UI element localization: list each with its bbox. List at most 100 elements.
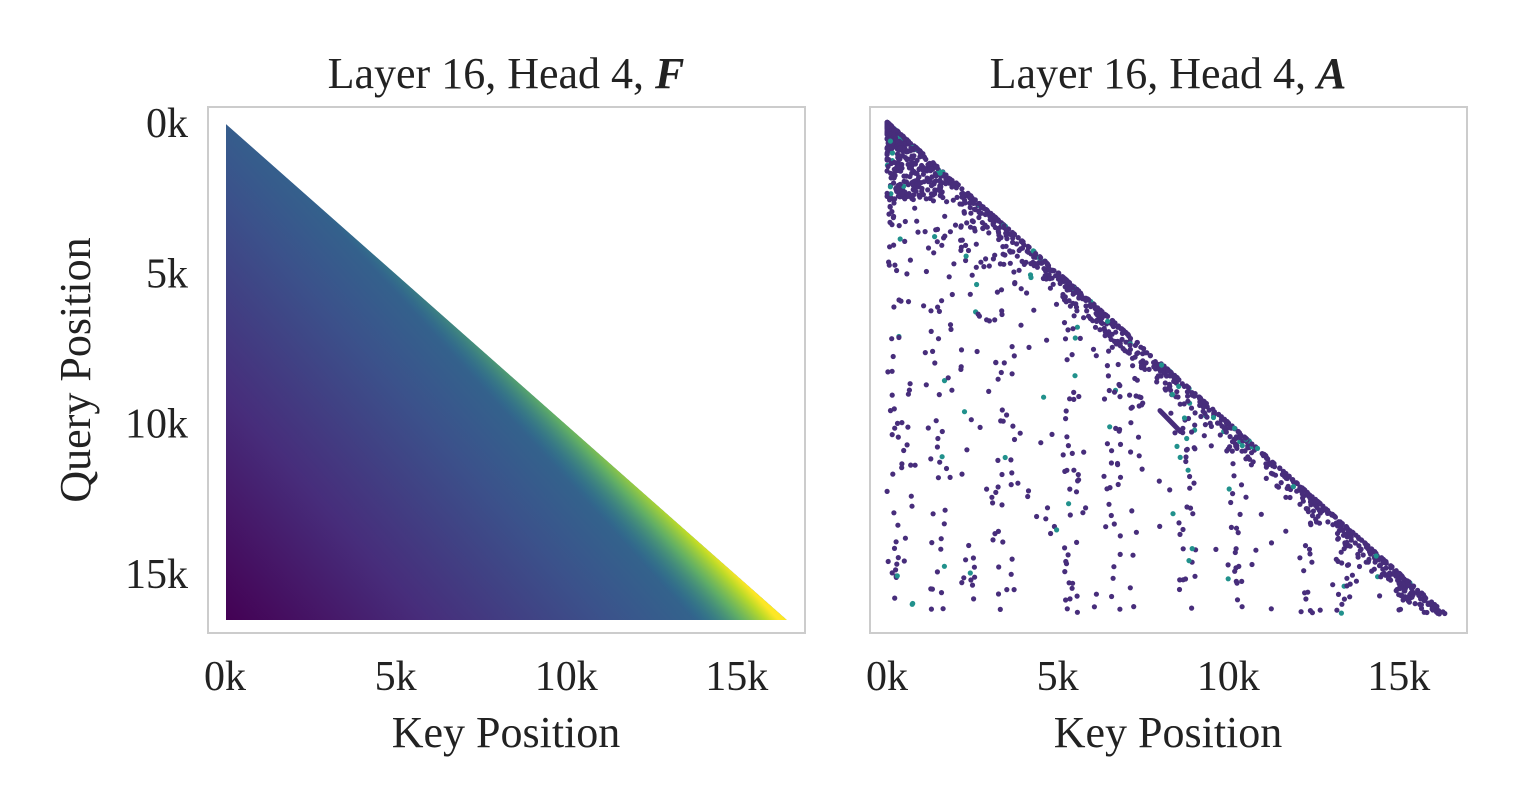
attention-point	[1106, 501, 1112, 507]
attention-point	[894, 188, 900, 194]
attention-point	[1388, 563, 1394, 569]
attention-point	[1069, 585, 1075, 591]
attention-point	[1254, 445, 1261, 451]
attention-point	[928, 456, 934, 462]
attention-point	[1233, 443, 1239, 449]
attention-point	[1310, 508, 1316, 514]
attention-point	[963, 557, 969, 563]
attention-point	[1317, 607, 1323, 613]
attention-point	[975, 311, 981, 317]
attention-point	[950, 182, 956, 188]
attention-point	[886, 157, 892, 163]
attention-point	[1069, 450, 1075, 456]
attention-point	[971, 564, 978, 570]
left-panel-title-text: Layer 16, Head 4,	[328, 49, 655, 98]
attention-point	[992, 317, 998, 323]
attention-point	[899, 461, 905, 467]
attention-point	[970, 555, 977, 561]
attention-point	[939, 428, 945, 435]
attention-point	[1033, 251, 1039, 257]
attention-point	[1140, 351, 1146, 357]
attention-point	[1157, 523, 1163, 530]
attention-point	[889, 336, 895, 342]
attention-point	[909, 503, 915, 509]
attention-point	[1046, 266, 1052, 273]
attention-point	[885, 558, 891, 565]
attention-point	[1039, 260, 1045, 266]
attention-point	[1015, 480, 1021, 486]
attention-point	[930, 511, 936, 517]
attention-point	[993, 216, 1000, 222]
attention-point	[1228, 524, 1234, 531]
attention-point	[1130, 363, 1136, 369]
attention-point	[1179, 381, 1185, 387]
attention-point	[941, 521, 947, 527]
attention-point	[887, 408, 894, 414]
attention-point	[912, 462, 918, 468]
attention-point	[1097, 327, 1103, 333]
attention-point	[1106, 387, 1112, 394]
attention-point	[947, 322, 954, 328]
attention-point	[1223, 429, 1229, 435]
attention-point	[905, 299, 912, 305]
attention-point	[984, 486, 990, 492]
attention-point	[1065, 552, 1071, 558]
attention-point	[1000, 244, 1006, 250]
attention-point	[1237, 511, 1243, 517]
attention-point	[934, 226, 941, 232]
attention-point	[891, 166, 897, 172]
attention-point	[934, 444, 941, 450]
attention-point	[1104, 486, 1110, 492]
attention-point	[1090, 346, 1097, 352]
attention-point	[990, 256, 997, 262]
attention-point	[1380, 566, 1386, 572]
attention-point	[1393, 588, 1399, 594]
attention-point	[995, 591, 1002, 597]
attention-point	[990, 500, 996, 506]
attention-point	[1420, 592, 1427, 598]
attention-point	[1044, 261, 1051, 267]
attention-point	[963, 257, 969, 264]
attention-point	[1081, 449, 1087, 455]
attention-point	[1062, 545, 1068, 551]
attention-point	[1103, 524, 1109, 530]
attention-point	[1307, 520, 1314, 526]
attention-point	[1141, 346, 1147, 352]
attention-point	[1156, 478, 1162, 484]
attention-point	[1108, 512, 1114, 519]
attention-point	[928, 606, 935, 612]
attention-point	[884, 190, 890, 196]
attention-point	[1378, 574, 1384, 580]
attention-point	[1034, 264, 1040, 270]
attention-point	[922, 350, 928, 356]
attention-point	[905, 424, 911, 430]
attention-point	[894, 420, 901, 426]
attention-point	[1065, 443, 1071, 449]
attention-point	[951, 261, 957, 267]
attention-point	[900, 133, 906, 139]
attention-point	[1294, 480, 1300, 487]
attention-point	[1198, 413, 1204, 420]
attention-point	[1185, 388, 1191, 394]
attention-point	[887, 244, 893, 250]
attention-point	[980, 225, 986, 232]
attention-point	[1239, 443, 1245, 449]
attention-point	[899, 191, 905, 197]
attention-point	[997, 606, 1003, 613]
attention-point	[906, 165, 913, 171]
attention-point	[1011, 269, 1017, 275]
attention-point	[1176, 377, 1182, 383]
attention-point	[1136, 453, 1142, 459]
attention-point	[1109, 593, 1115, 600]
attention-point	[1182, 576, 1189, 582]
attention-point	[973, 264, 979, 270]
attention-point	[997, 261, 1004, 267]
attention-point	[892, 595, 898, 601]
attention-point	[1102, 333, 1108, 339]
attention-point	[1339, 601, 1345, 607]
attention-point	[993, 359, 999, 365]
attention-point	[1381, 559, 1387, 566]
attention-point	[1180, 526, 1186, 533]
attention-point	[1314, 498, 1320, 504]
attention-point	[998, 369, 1004, 376]
